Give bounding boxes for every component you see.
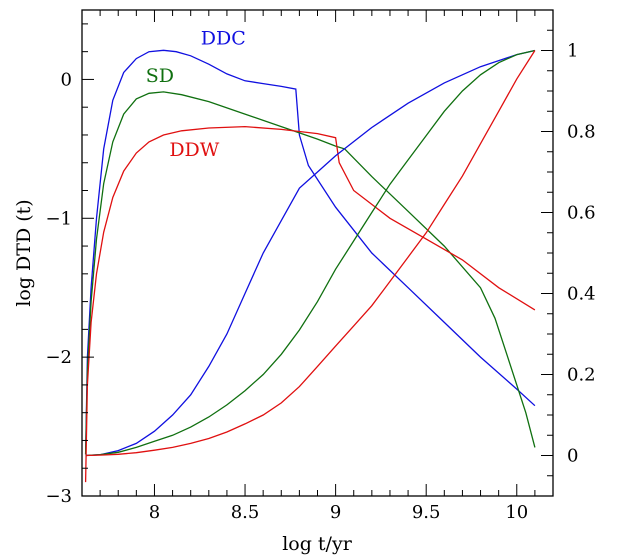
y-right-tick-label: 0.4: [567, 284, 596, 305]
tick-labels-layer: 8 8.5 9 9.5 10 −3 −2 −1 0 0 0.2 0.4 0.6 0.8 1: [45, 41, 595, 524]
series-line-sd-right: [85, 49, 536, 457]
series-label-ddc: DDC: [201, 28, 246, 50]
series-label-sd: SD: [146, 65, 174, 87]
y-left-tick-label: 0: [61, 69, 72, 90]
ticks-layer: [81, 9, 554, 497]
x-tick-label: 8: [149, 502, 160, 523]
y-axis-title: log DTD (t): [13, 199, 35, 306]
x-tick-label: 9.5: [412, 502, 441, 523]
y-left-tick-label: −2: [45, 347, 72, 368]
x-tick-label: 8.5: [231, 502, 260, 523]
y-left-tick-label: −3: [45, 486, 72, 507]
x-axis-title: log t/yr: [282, 533, 352, 555]
series-labels-layer: DDC SD DDW: [146, 28, 246, 161]
series-line-ddc-right: [85, 49, 536, 457]
y-right-tick-label: 0.2: [567, 365, 596, 386]
x-tick-label: 9: [330, 502, 341, 523]
x-tick-label: 10: [505, 502, 528, 523]
series-line-ddw-left: [84, 125, 536, 483]
y-right-tick-label: 0.6: [567, 203, 596, 224]
series-line-ddc-left: [84, 49, 536, 455]
y-right-tick-label: 1: [567, 41, 578, 62]
series-line-ddw-right: [85, 50, 536, 457]
series-line-sd-left: [84, 91, 536, 455]
series-label-ddw: DDW: [169, 139, 219, 161]
y-right-tick-label: 0.8: [567, 122, 596, 143]
y-left-tick-label: −1: [45, 208, 72, 229]
curves-layer: [84, 49, 536, 483]
y-right-tick-label: 0: [567, 446, 578, 467]
